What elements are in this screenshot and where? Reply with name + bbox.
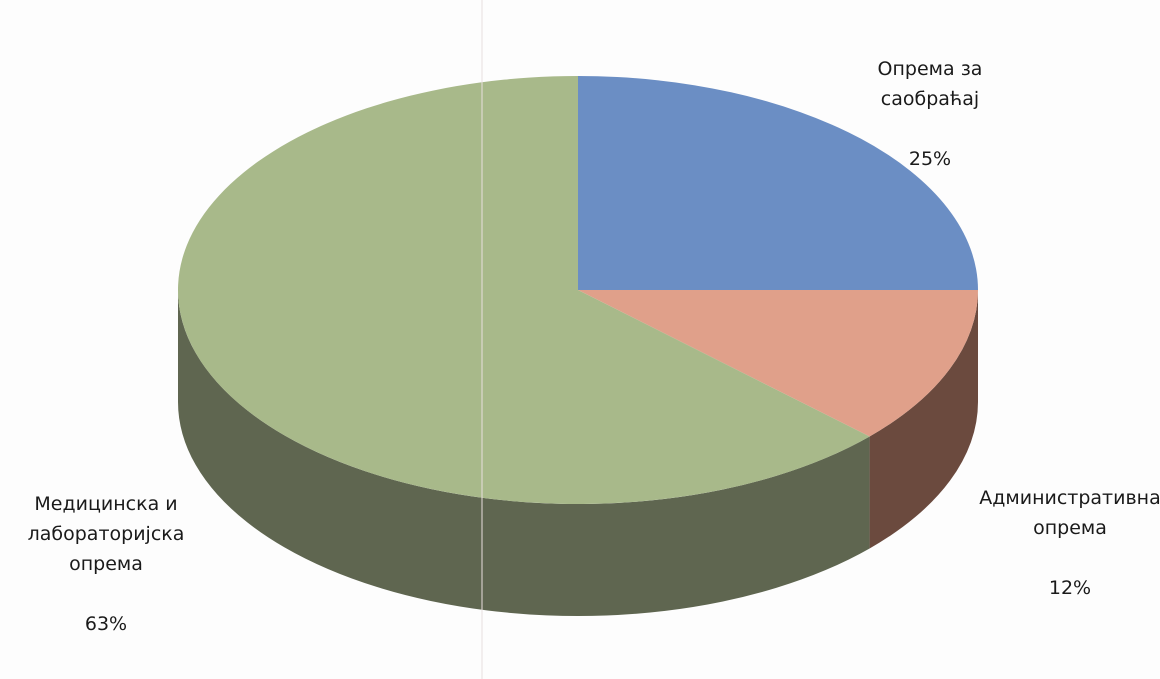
slice-name-administrative: Административна опрема bbox=[979, 487, 1160, 539]
pie-slice-administrative-top bbox=[578, 290, 978, 437]
slice-label-transport: Опрема за саобраћај 25% bbox=[840, 24, 1020, 174]
pie-slice-administrative-side bbox=[869, 290, 978, 549]
pie-sides bbox=[178, 290, 978, 616]
pie-slice-medical-top bbox=[177, 76, 870, 505]
slice-name-medical: Медицинска и лабораторијска опрема bbox=[27, 493, 185, 575]
slice-percent-administrative: 12% bbox=[1048, 577, 1092, 599]
pie-tops bbox=[177, 76, 978, 505]
slice-label-medical: Медицинска и лабораторијска опрема 63% bbox=[6, 459, 206, 639]
slice-name-transport: Опрема за саобраћај bbox=[877, 58, 983, 110]
slice-percent-medical: 63% bbox=[84, 613, 128, 635]
slice-percent-transport: 25% bbox=[908, 148, 952, 170]
pie-slice-transport-top bbox=[578, 76, 978, 290]
pie-slice-medical-side bbox=[178, 290, 870, 616]
slice-label-administrative: Административна опрема 12% bbox=[960, 453, 1160, 603]
